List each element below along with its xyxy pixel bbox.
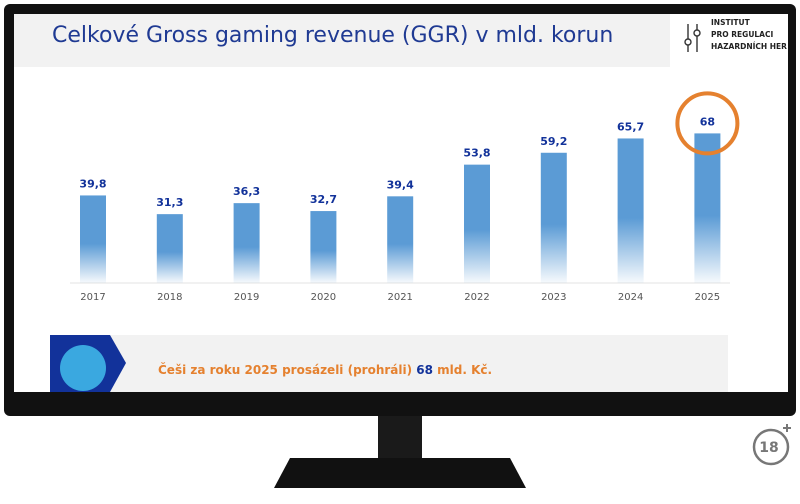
bar bbox=[694, 133, 721, 283]
chart-title: Celkové Gross gaming revenue (GGR) v mld… bbox=[52, 23, 613, 48]
bar bbox=[387, 196, 414, 283]
x-tick-label: 2020 bbox=[311, 292, 336, 303]
age-badge-label: 18 bbox=[759, 440, 778, 456]
value-label: 68 bbox=[700, 115, 715, 128]
bar bbox=[156, 214, 183, 283]
header-band bbox=[14, 14, 670, 67]
value-label: 32,7 bbox=[310, 193, 337, 206]
logo-text: INSTITUT bbox=[711, 18, 751, 27]
banner bbox=[50, 335, 728, 392]
banner-text: Češi za roku 2025 prosázeli (prohráli) 6… bbox=[158, 362, 492, 377]
x-tick-label: 2021 bbox=[387, 292, 412, 303]
bar bbox=[617, 138, 644, 283]
bar bbox=[464, 164, 490, 283]
x-tick-label: 2022 bbox=[464, 292, 489, 303]
x-tick-label: 2025 bbox=[695, 292, 720, 303]
value-label: 53,8 bbox=[463, 147, 490, 160]
value-label: 31,3 bbox=[156, 196, 183, 209]
bar bbox=[233, 203, 260, 283]
highlight-ring bbox=[675, 91, 740, 156]
banner-dot bbox=[60, 345, 106, 391]
bar bbox=[310, 211, 337, 283]
x-tick-label: 2024 bbox=[618, 292, 643, 303]
banner-text-part: Češi za roku 2025 prosázeli (prohráli) bbox=[158, 362, 416, 377]
x-tick-label: 2023 bbox=[541, 292, 566, 303]
logo-text: HAZARDNÍCH HER bbox=[711, 42, 787, 51]
value-label: 39,8 bbox=[79, 177, 106, 190]
bar bbox=[540, 152, 567, 283]
value-label: 59,2 bbox=[540, 135, 567, 148]
age-badge-plus bbox=[783, 424, 791, 432]
logo-icon bbox=[684, 24, 701, 52]
stand-neck bbox=[378, 416, 422, 460]
x-tick-label: 2019 bbox=[234, 292, 259, 303]
age-badge bbox=[752, 428, 790, 466]
bar bbox=[80, 195, 106, 283]
value-label: 39,4 bbox=[387, 178, 414, 191]
value-label: 36,3 bbox=[233, 185, 260, 198]
x-tick-label: 2017 bbox=[80, 292, 105, 303]
banner-text-part: mld. Kč. bbox=[433, 363, 492, 377]
plot: 39,8 2017 31,3 2018 36,3 2019 32,7 2020 39,4 2021… bbox=[79, 91, 740, 303]
value-label: 65,7 bbox=[617, 120, 644, 133]
stand-base bbox=[274, 458, 526, 488]
logo-text: PRO REGULACI bbox=[711, 30, 773, 39]
banner-highlight: 68 bbox=[416, 363, 433, 377]
x-tick-label: 2018 bbox=[157, 292, 182, 303]
